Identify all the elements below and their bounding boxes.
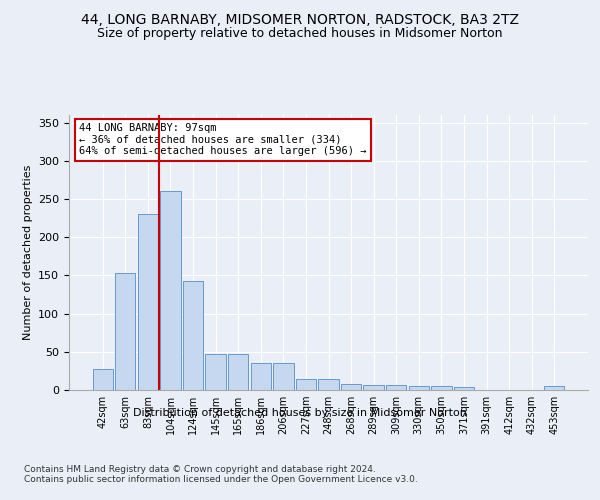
Bar [319,378,338,390]
Text: Size of property relative to detached houses in Midsomer Norton: Size of property relative to detached ho… [97,28,503,40]
Bar [409,386,429,390]
Bar [386,386,406,390]
Y-axis label: Number of detached properties: Number of detached properties [23,165,32,340]
Text: Contains HM Land Registry data © Crown copyright and database right 2024.
Contai: Contains HM Land Registry data © Crown c… [24,465,418,484]
Bar [183,281,203,390]
Bar [296,378,316,390]
Bar [341,384,361,390]
Bar [138,214,158,390]
Bar [205,354,226,390]
Bar [544,386,565,390]
Bar [364,386,384,390]
Text: 44, LONG BARNABY, MIDSOMER NORTON, RADSTOCK, BA3 2TZ: 44, LONG BARNABY, MIDSOMER NORTON, RADST… [81,12,519,26]
Bar [454,387,474,390]
Bar [115,273,136,390]
Text: Distribution of detached houses by size in Midsomer Norton: Distribution of detached houses by size … [133,408,467,418]
Bar [160,192,181,390]
Text: 44 LONG BARNABY: 97sqm
← 36% of detached houses are smaller (334)
64% of semi-de: 44 LONG BARNABY: 97sqm ← 36% of detached… [79,123,367,156]
Bar [251,364,271,390]
Bar [228,354,248,390]
Bar [431,386,452,390]
Bar [273,364,293,390]
Bar [92,370,113,390]
